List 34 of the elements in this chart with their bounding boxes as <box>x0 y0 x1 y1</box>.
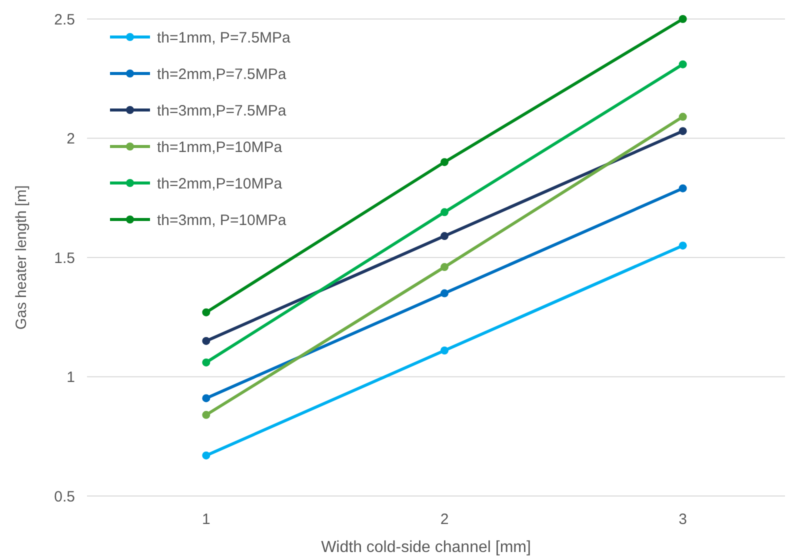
point <box>678 242 687 250</box>
y-tick-label: 2 <box>66 130 75 148</box>
point <box>202 451 210 460</box>
point <box>440 232 448 240</box>
x-tick-label: 3 <box>678 511 688 528</box>
y-axis-title: Gas heater length [m] <box>13 185 30 330</box>
y-tick-label: 0.5 <box>54 488 75 506</box>
point <box>678 184 687 192</box>
point <box>202 358 210 366</box>
point <box>202 410 210 419</box>
legend-label: th=2mm,P=10MPa <box>157 175 283 192</box>
x-axis-title: Width cold-side channel [mm] <box>321 539 531 556</box>
legend-label: th=3mm,P=7.5MPa <box>157 102 287 120</box>
point <box>202 336 210 345</box>
legend-label: th=2mm,P=7.5MPa <box>157 66 287 83</box>
legend-label: th=1mm, P=7.5MPa <box>157 29 292 46</box>
point <box>202 394 210 402</box>
legend-label: th=3mm, P=10MPa <box>157 212 287 229</box>
point <box>202 308 210 316</box>
legend-label: th=1mm,P=10MPa <box>157 138 283 156</box>
y-tick-label: 1 <box>66 369 75 386</box>
x-tick-label: 1 <box>202 511 210 528</box>
point <box>678 15 687 23</box>
x-tick-label: 2 <box>440 511 449 528</box>
point <box>678 112 687 121</box>
y-tick-label: 1.5 <box>54 250 75 267</box>
point <box>678 60 687 68</box>
point <box>440 208 448 216</box>
point <box>678 127 687 136</box>
point <box>440 346 448 355</box>
point <box>440 158 448 166</box>
y-tick-label: 2.5 <box>54 11 75 28</box>
point <box>440 289 448 298</box>
point <box>440 263 448 272</box>
